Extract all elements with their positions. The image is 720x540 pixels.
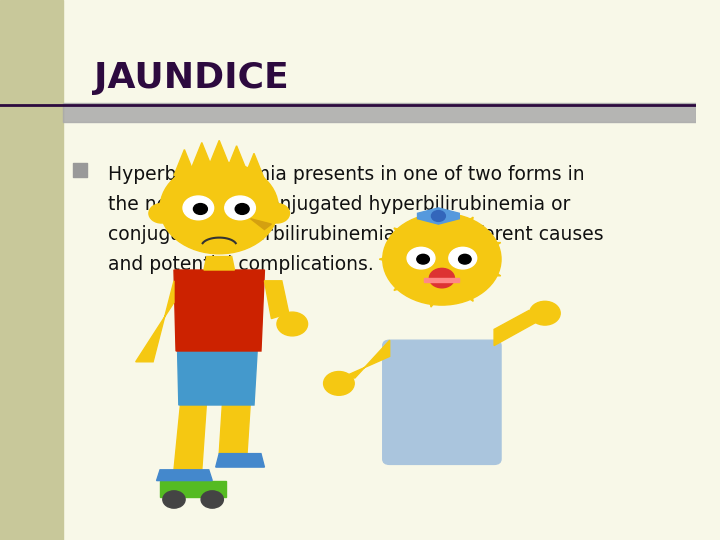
Polygon shape — [251, 219, 271, 230]
Polygon shape — [379, 249, 418, 269]
Circle shape — [163, 491, 185, 508]
Circle shape — [383, 213, 501, 305]
Bar — [63, 103, 696, 122]
Circle shape — [235, 204, 249, 214]
Polygon shape — [341, 340, 390, 378]
Circle shape — [323, 372, 354, 395]
Polygon shape — [460, 256, 500, 276]
Text: JAUNDICE: JAUNDICE — [94, 62, 289, 95]
Circle shape — [149, 204, 174, 223]
Polygon shape — [135, 281, 174, 362]
Circle shape — [277, 312, 307, 336]
Polygon shape — [226, 146, 247, 172]
Polygon shape — [264, 281, 289, 319]
Circle shape — [194, 204, 207, 214]
Polygon shape — [209, 140, 230, 166]
Polygon shape — [460, 242, 500, 262]
Circle shape — [160, 162, 279, 254]
Polygon shape — [494, 310, 543, 346]
Polygon shape — [394, 264, 432, 291]
Bar — [0, 0, 63, 540]
Circle shape — [417, 254, 429, 264]
Polygon shape — [177, 346, 258, 405]
Text: Hyperbilirubinemia presents in one of two forms in
the neonate: unconjugated hyp: Hyperbilirubinemia presents in one of tw… — [108, 165, 603, 274]
Polygon shape — [394, 228, 432, 255]
Polygon shape — [174, 270, 264, 351]
Circle shape — [530, 301, 560, 325]
Polygon shape — [192, 143, 212, 168]
Polygon shape — [174, 400, 207, 470]
FancyBboxPatch shape — [383, 340, 501, 464]
Polygon shape — [425, 211, 451, 242]
Polygon shape — [443, 271, 473, 301]
Circle shape — [449, 247, 477, 269]
Polygon shape — [216, 454, 264, 467]
Polygon shape — [204, 256, 235, 270]
Polygon shape — [243, 153, 264, 179]
Circle shape — [407, 247, 435, 269]
Circle shape — [431, 211, 446, 221]
Circle shape — [429, 268, 454, 288]
Circle shape — [225, 196, 256, 220]
Polygon shape — [443, 217, 473, 248]
Polygon shape — [438, 208, 459, 224]
Polygon shape — [219, 400, 251, 454]
Polygon shape — [174, 150, 195, 176]
Point — [74, 166, 86, 174]
Circle shape — [459, 254, 471, 264]
Polygon shape — [425, 276, 451, 307]
Circle shape — [201, 491, 223, 508]
Circle shape — [183, 196, 214, 220]
Polygon shape — [425, 278, 459, 282]
Polygon shape — [156, 470, 212, 481]
Polygon shape — [160, 481, 226, 497]
Circle shape — [264, 204, 289, 223]
Polygon shape — [418, 208, 438, 224]
